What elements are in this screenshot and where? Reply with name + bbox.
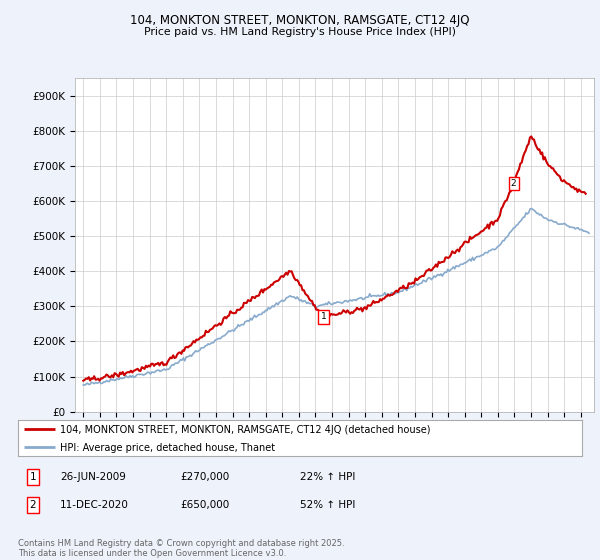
Text: 11-DEC-2020: 11-DEC-2020 bbox=[60, 500, 129, 510]
Text: 104, MONKTON STREET, MONKTON, RAMSGATE, CT12 4JQ: 104, MONKTON STREET, MONKTON, RAMSGATE, … bbox=[130, 14, 470, 27]
Text: 104, MONKTON STREET, MONKTON, RAMSGATE, CT12 4JQ (detached house): 104, MONKTON STREET, MONKTON, RAMSGATE, … bbox=[60, 425, 431, 435]
Text: 1: 1 bbox=[29, 472, 37, 482]
Text: 1: 1 bbox=[320, 312, 326, 321]
Text: 2: 2 bbox=[511, 179, 517, 188]
Text: Price paid vs. HM Land Registry's House Price Index (HPI): Price paid vs. HM Land Registry's House … bbox=[144, 27, 456, 37]
Text: 26-JUN-2009: 26-JUN-2009 bbox=[60, 472, 126, 482]
Text: Contains HM Land Registry data © Crown copyright and database right 2025.
This d: Contains HM Land Registry data © Crown c… bbox=[18, 539, 344, 558]
Text: £650,000: £650,000 bbox=[180, 500, 229, 510]
Text: 22% ↑ HPI: 22% ↑ HPI bbox=[300, 472, 355, 482]
Text: £270,000: £270,000 bbox=[180, 472, 229, 482]
Text: HPI: Average price, detached house, Thanet: HPI: Average price, detached house, Than… bbox=[60, 443, 275, 453]
Text: 52% ↑ HPI: 52% ↑ HPI bbox=[300, 500, 355, 510]
Text: 2: 2 bbox=[29, 500, 37, 510]
